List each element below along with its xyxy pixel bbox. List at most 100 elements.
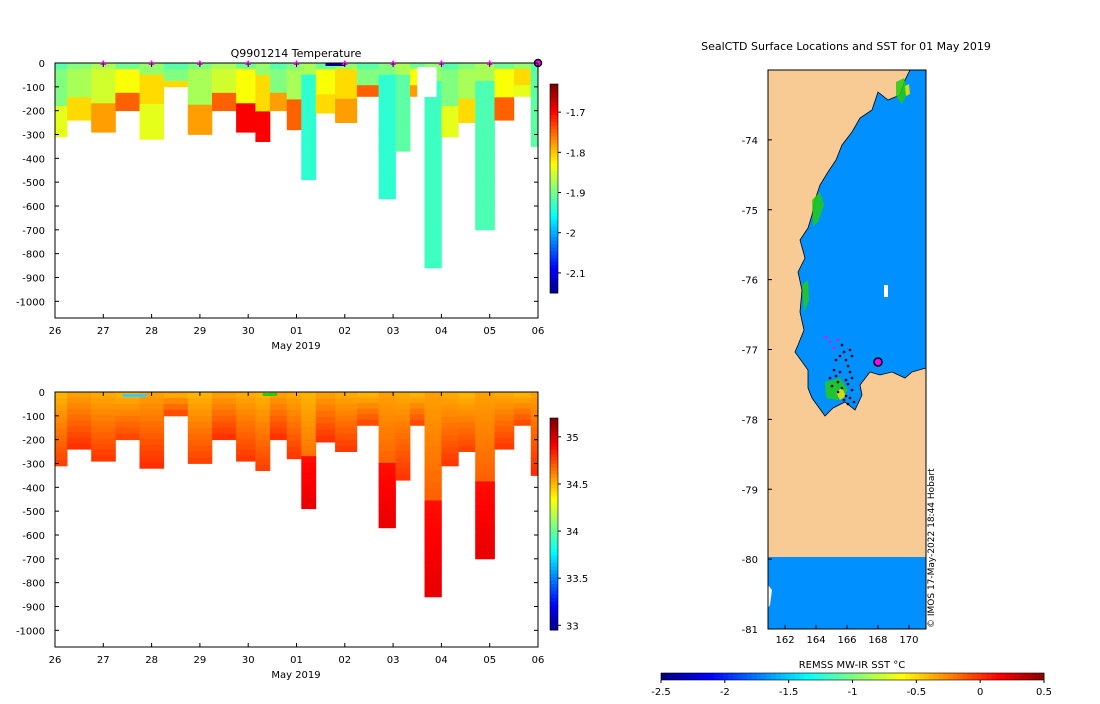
profile-cell — [91, 432, 116, 439]
profile-cell — [67, 80, 92, 87]
temperature-colorbar-segment — [550, 118, 558, 123]
y-tick-label: -300 — [22, 130, 45, 141]
profile-cell — [335, 116, 358, 123]
profile-cell — [91, 114, 116, 121]
temperature-gap — [417, 67, 437, 97]
salinity-colorbar-tick-label: 33 — [566, 621, 579, 632]
temperature-colorbar-segment — [550, 240, 558, 245]
temperature-colorbar-segment — [550, 125, 558, 130]
temperature-xlabel: May 2019 — [271, 341, 320, 352]
profile-cell — [236, 397, 256, 404]
profile-cell — [139, 92, 165, 99]
temperature-colorbar-segment — [550, 282, 558, 287]
profile-cell — [236, 86, 256, 93]
profile-cell — [424, 171, 442, 178]
surface-marker — [293, 60, 300, 65]
sst-colorbar-segment — [929, 673, 935, 680]
profile-cell — [55, 63, 68, 70]
profile-cell — [475, 499, 495, 506]
profile-cell — [163, 392, 189, 399]
profile-cell — [441, 428, 459, 436]
profile-cell — [395, 474, 411, 481]
profile-cell — [286, 111, 302, 118]
sst-colorbar-segment — [799, 673, 806, 680]
profile-cell — [187, 433, 213, 441]
profile-cell — [410, 392, 425, 398]
profile-cell — [494, 103, 515, 110]
temperature-colorbar-segment — [550, 167, 558, 172]
profile-cell — [91, 103, 116, 110]
profile-cell — [301, 86, 317, 93]
profile-cell — [378, 122, 396, 129]
salinity-colorbar: 35 34.5 34 33.5 33 — [549, 417, 588, 632]
profile-cell — [378, 163, 396, 170]
y-tick-label: -400 — [22, 154, 45, 165]
profile-cell — [424, 518, 442, 525]
sst-colorbar-segment — [723, 673, 729, 680]
profile-cell — [315, 94, 336, 101]
profile-cell — [494, 437, 515, 444]
profile-cell — [378, 139, 396, 147]
x-tick-label: 04 — [435, 655, 448, 666]
profile-cell — [395, 74, 411, 82]
profile-cell — [475, 493, 495, 500]
salinity-colorbar-segment — [550, 534, 558, 539]
profile-cell — [424, 213, 442, 221]
track-point — [844, 378, 848, 382]
profile-cell — [475, 415, 495, 423]
profile-cell — [475, 211, 495, 219]
salinity-colorbar-segment — [550, 619, 558, 624]
profile-cell — [187, 451, 213, 458]
profile-cell — [115, 403, 140, 411]
profile-cell — [335, 63, 358, 70]
profile-cell — [301, 92, 317, 99]
profile-cell — [513, 79, 532, 86]
profile-cell — [301, 115, 317, 122]
profile-cell — [378, 433, 396, 440]
profile-cell — [67, 91, 92, 98]
profile-cell — [395, 98, 411, 105]
profile-cell — [424, 590, 442, 598]
salinity-colorbar-segment — [550, 467, 558, 472]
profile-cell — [513, 392, 532, 398]
profile-cell — [286, 446, 302, 454]
profile-cell — [395, 145, 411, 152]
profile-cell — [139, 450, 165, 457]
salinity-colorbar-frame — [549, 417, 559, 631]
profile-cell — [187, 92, 213, 100]
temperature-colorbar-tick-label: -2 — [566, 229, 576, 240]
salinity-colorbar-segment — [550, 456, 558, 461]
profile-cell — [424, 458, 442, 465]
profile-cell — [475, 463, 495, 470]
track-point — [842, 350, 846, 354]
profile-cell — [301, 63, 317, 70]
profile-cell — [475, 176, 495, 183]
profile-cell — [91, 455, 116, 462]
profile-cell — [115, 98, 140, 106]
sst-colorbar-segment — [881, 673, 887, 680]
profile-cell — [315, 63, 336, 70]
salinity-colorbar-segment — [550, 577, 558, 581]
profile-cell — [475, 475, 495, 482]
track-point — [850, 388, 854, 392]
profile-cell — [494, 432, 515, 439]
profile-cell — [139, 104, 165, 111]
profile-cell — [475, 409, 495, 417]
southern-band-edge — [768, 585, 772, 608]
temperature-colorbar-segment — [550, 272, 558, 277]
track-point — [834, 358, 838, 362]
profile-cell — [55, 428, 68, 436]
profile-cell — [269, 69, 288, 76]
profile-cell — [378, 427, 396, 434]
profile-cell — [378, 157, 396, 164]
profile-cell — [441, 118, 459, 125]
y-tick-label: -200 — [22, 436, 45, 447]
profile-cell — [236, 63, 256, 70]
profile-cell — [378, 516, 396, 523]
y-tick-label: -600 — [22, 531, 45, 542]
profile-cell — [91, 415, 116, 422]
profile-cell — [163, 69, 189, 76]
profile-cell — [424, 261, 442, 269]
profile-cell — [255, 416, 271, 423]
profile-cell — [513, 68, 532, 75]
